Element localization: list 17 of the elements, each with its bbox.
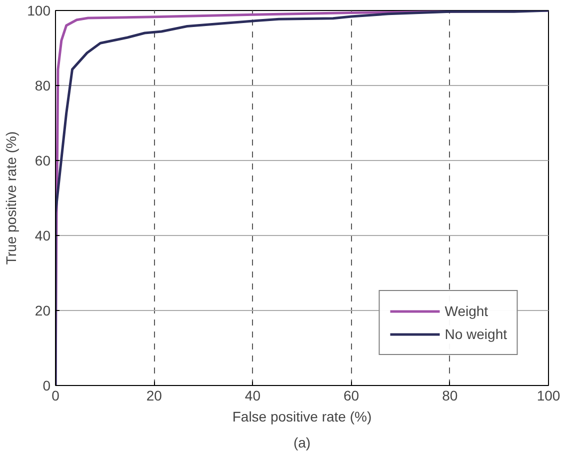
x-tick-label: 40 xyxy=(244,388,261,404)
legend-label: No weight xyxy=(444,326,507,342)
text: (a) xyxy=(293,434,311,450)
y-tick-label: 60 xyxy=(34,152,51,168)
y-tick-label: 100 xyxy=(27,2,51,18)
x-axis-title: False positive rate (%) xyxy=(232,408,372,424)
line-series xyxy=(56,10,548,386)
x-tick-label: 60 xyxy=(344,388,360,404)
legend-label: Weight xyxy=(444,303,488,319)
y-tick-label: 40 xyxy=(34,228,51,244)
x-tick-label: 20 xyxy=(146,388,162,404)
x-tick-label: 80 xyxy=(442,388,458,404)
y-tick-label: 80 xyxy=(34,78,51,94)
y-axis-title: True positive rate (%) xyxy=(3,131,20,265)
x-tick-label: 100 xyxy=(536,388,560,404)
y-tick-label: 0 xyxy=(42,378,51,394)
y-tick-label: 20 xyxy=(34,302,51,318)
